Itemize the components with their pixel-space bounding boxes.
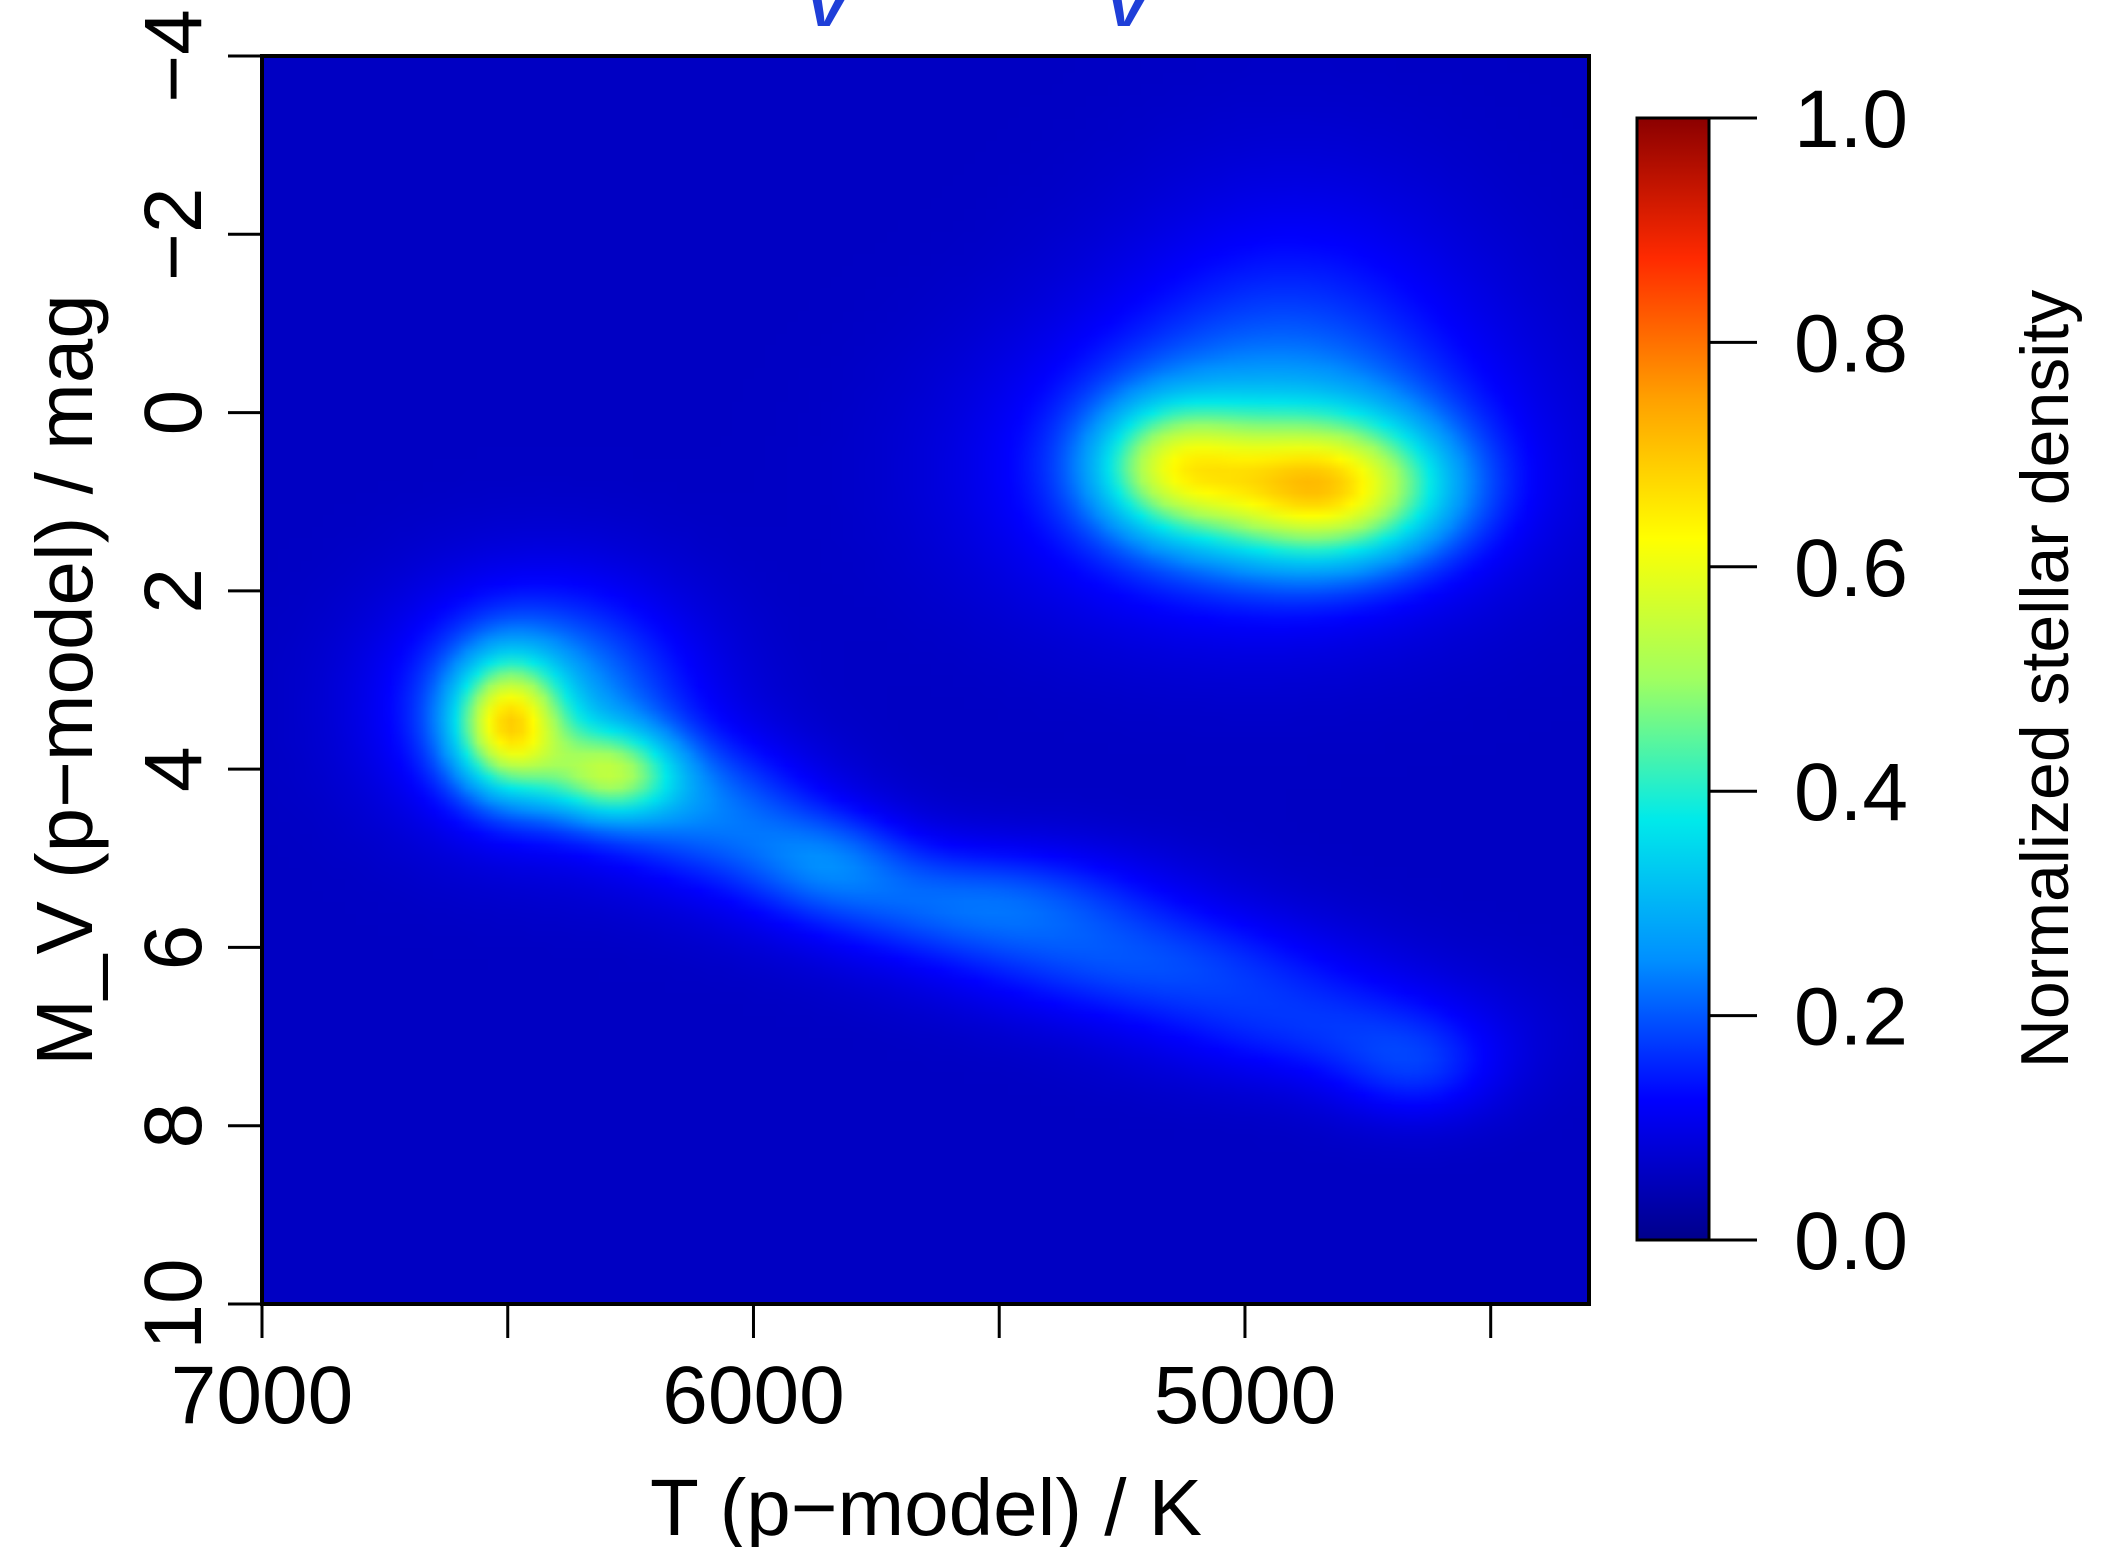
colorbar-ticks: 0.0 0.2 0.4 0.6 0.8 1.0 — [1709, 74, 1908, 1287]
colorbar-tick-label: 1.0 — [1794, 74, 1908, 165]
density-heatmap — [262, 56, 1589, 1304]
clipped-title: y y — [805, 0, 1148, 44]
y-tick-label: −2 — [128, 188, 219, 281]
y-tick-label: 6 — [128, 925, 219, 971]
title-fragment-1: y — [805, 0, 848, 44]
x-axis-title: T (p−model) / K — [650, 1463, 1202, 1547]
y-tick-label: 10 — [128, 1258, 219, 1349]
y-tick-label: 2 — [128, 568, 219, 614]
y-axis-title: M_V (p−model) / mag — [20, 294, 109, 1065]
colorbar-tick-label: 0.6 — [1794, 523, 1908, 614]
colorbar-tick-label: 0.4 — [1794, 747, 1908, 838]
colorbar-tick-label: 0.0 — [1794, 1196, 1908, 1287]
colorbar: 0.0 0.2 0.4 0.6 0.8 1.0 — [1635, 74, 1908, 1287]
x-tick-label: 7000 — [171, 1350, 353, 1441]
colorbar-gradient — [1635, 116, 1711, 1242]
x-axis: 7000 6000 5000 — [171, 1302, 1589, 1441]
y-tick-label: 8 — [128, 1103, 219, 1149]
x-tick-label: 6000 — [662, 1350, 844, 1441]
plot-area — [260, 54, 1591, 1306]
y-tick-label: 4 — [128, 746, 219, 792]
y-axis: −4 −2 0 2 4 6 8 10 — [128, 9, 264, 1350]
colorbar-tick-label: 0.2 — [1794, 972, 1908, 1063]
title-fragment-2: y — [1105, 0, 1148, 44]
y-tick-label: 0 — [128, 390, 219, 436]
colorbar-tick-label: 0.8 — [1794, 298, 1908, 389]
colorbar-title: Normalized stellar density — [2007, 290, 2083, 1069]
y-tick-label: −4 — [128, 9, 219, 103]
x-tick-label: 5000 — [1154, 1350, 1336, 1441]
